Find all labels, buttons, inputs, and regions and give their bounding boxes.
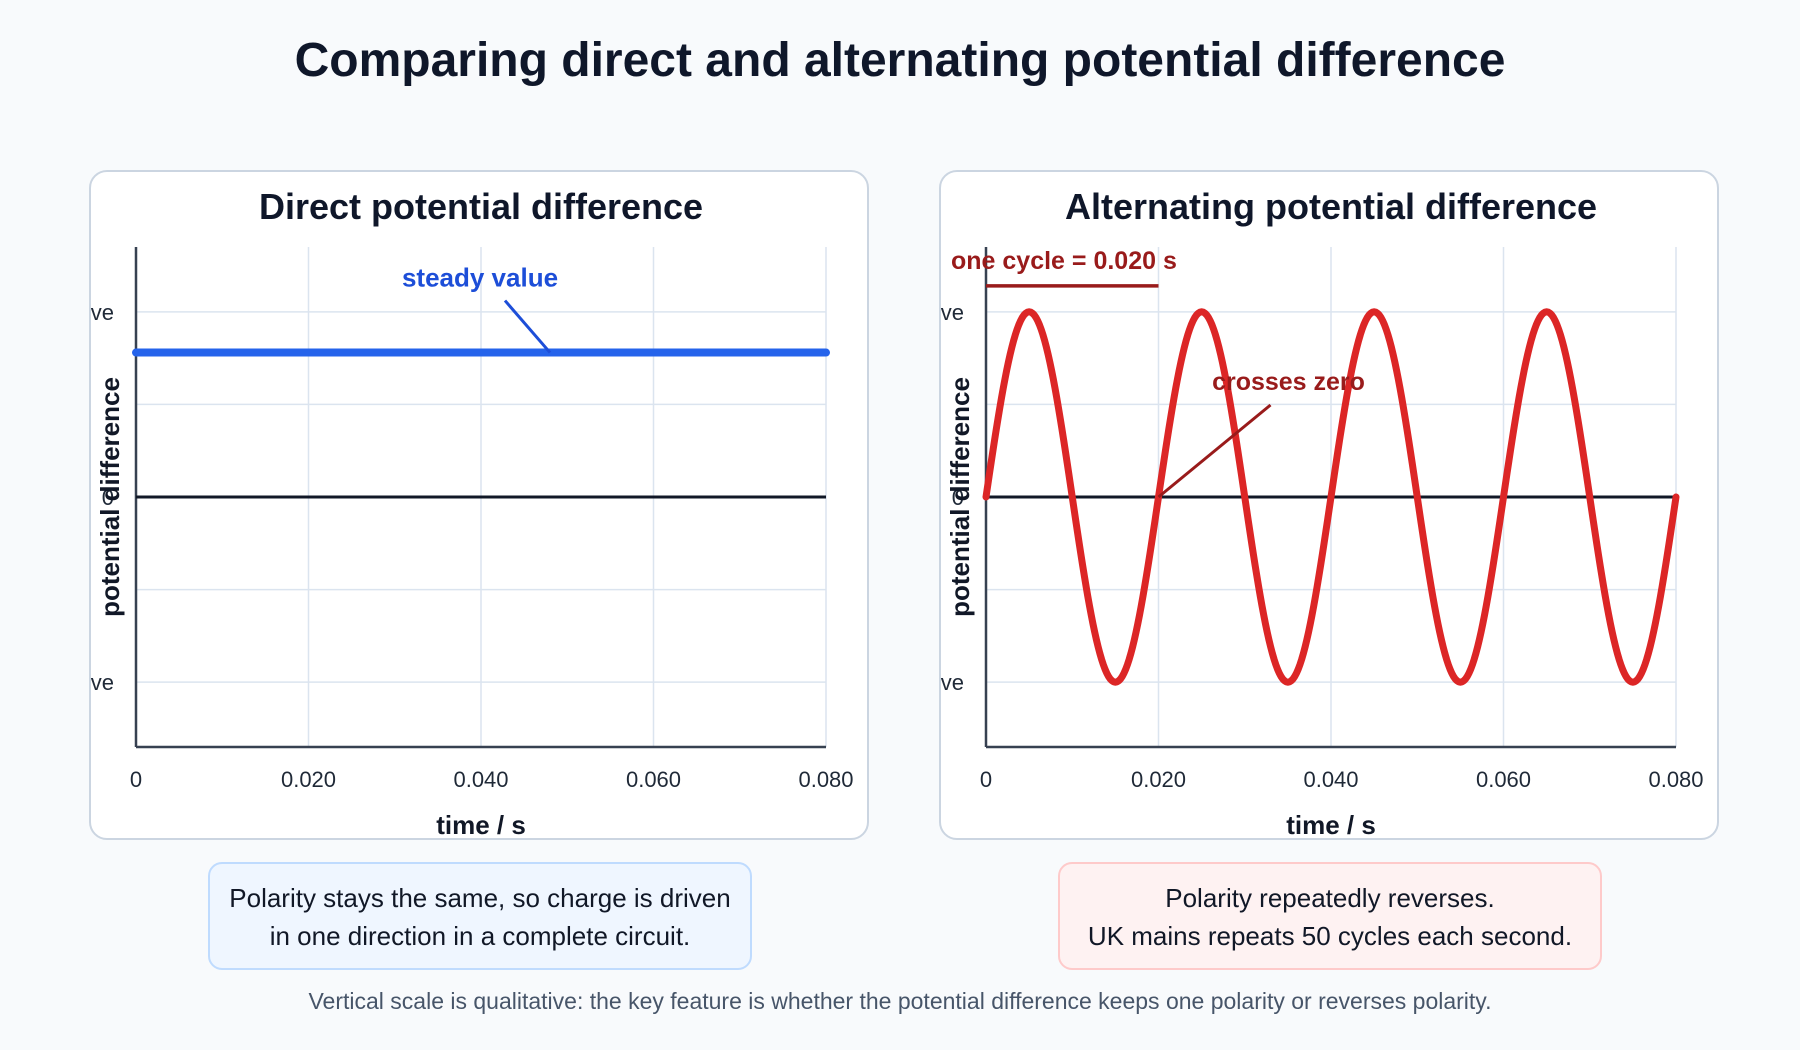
ac-zero-label: crosses zero (1212, 368, 1365, 396)
dc-x-tick-label: 0.080 (798, 767, 853, 792)
ac-x-tick-label: 0.020 (1131, 767, 1186, 792)
ac-series-line (982, 308, 1680, 686)
dc-x-tick-label: 0.040 (453, 767, 508, 792)
dc-x-axis-label: time / s (436, 810, 526, 840)
dc-annotation-label: steady value (402, 263, 558, 293)
dc-grid (136, 247, 827, 747)
ac-caption-line-2: UK mains repeats 50 cycles each second. (1087, 921, 1573, 951)
dc-chart-title: Direct potential difference (259, 186, 703, 227)
ac-y-tick-label: positive (941, 300, 964, 325)
ac-caption-line-1: Polarity repeatedly reverses. (1165, 883, 1495, 913)
ac-chart: Alternating potential difference 0 0.020 0.… (941, 186, 1704, 840)
dc-caption-line-2: in one direction in a complete circuit. (269, 921, 691, 951)
dc-x-tick-label: 0 (130, 767, 142, 792)
footnote: Vertical scale is qualitative: the key f… (308, 988, 1492, 1014)
dc-y-axis-label: potential difference (95, 377, 125, 617)
ac-x-axis-label: time / s (1286, 810, 1376, 840)
ac-y-tick-label: 0 (952, 485, 964, 510)
dc-y-tick-label: negative (91, 670, 114, 695)
dc-x-tick-label: 0.020 (281, 767, 336, 792)
ac-x-tick-label: 0.040 (1303, 767, 1358, 792)
ac-zero-pointer (1157, 403, 1272, 499)
dc-y-tick-label: positive (91, 300, 114, 325)
ac-x-tick-label: 0.080 (1648, 767, 1703, 792)
dc-chart-panel: Direct potential difference 0 0.020 0.040 0.… (89, 170, 869, 840)
ac-caption: Polarity repeatedly reverses. UK mains r… (1058, 862, 1602, 970)
dc-caption: Polarity stays the same, so charge is dr… (208, 862, 752, 970)
ac-y-axis-label: potential difference (945, 377, 975, 617)
ac-y-tick-label: negative (941, 670, 964, 695)
dc-annotation-pointer (503, 299, 552, 354)
ac-chart-panel: Alternating potential difference 0 0.020 0.… (939, 170, 1719, 840)
dc-caption-line-1: Polarity stays the same, so charge is dr… (229, 883, 731, 913)
ac-cycle-label: one cycle = 0.020 s (951, 247, 1177, 275)
dc-y-tick-label: 0 (102, 485, 114, 510)
ac-x-tick-label: 0 (980, 767, 992, 792)
ac-x-tick-label: 0.060 (1476, 767, 1531, 792)
dc-x-tick-label: 0.060 (626, 767, 681, 792)
ac-chart-title: Alternating potential difference (1065, 186, 1597, 227)
dc-chart: Direct potential difference 0 0.020 0.040 0.… (91, 186, 854, 840)
page-title: Comparing direct and alternating potenti… (294, 34, 1506, 87)
